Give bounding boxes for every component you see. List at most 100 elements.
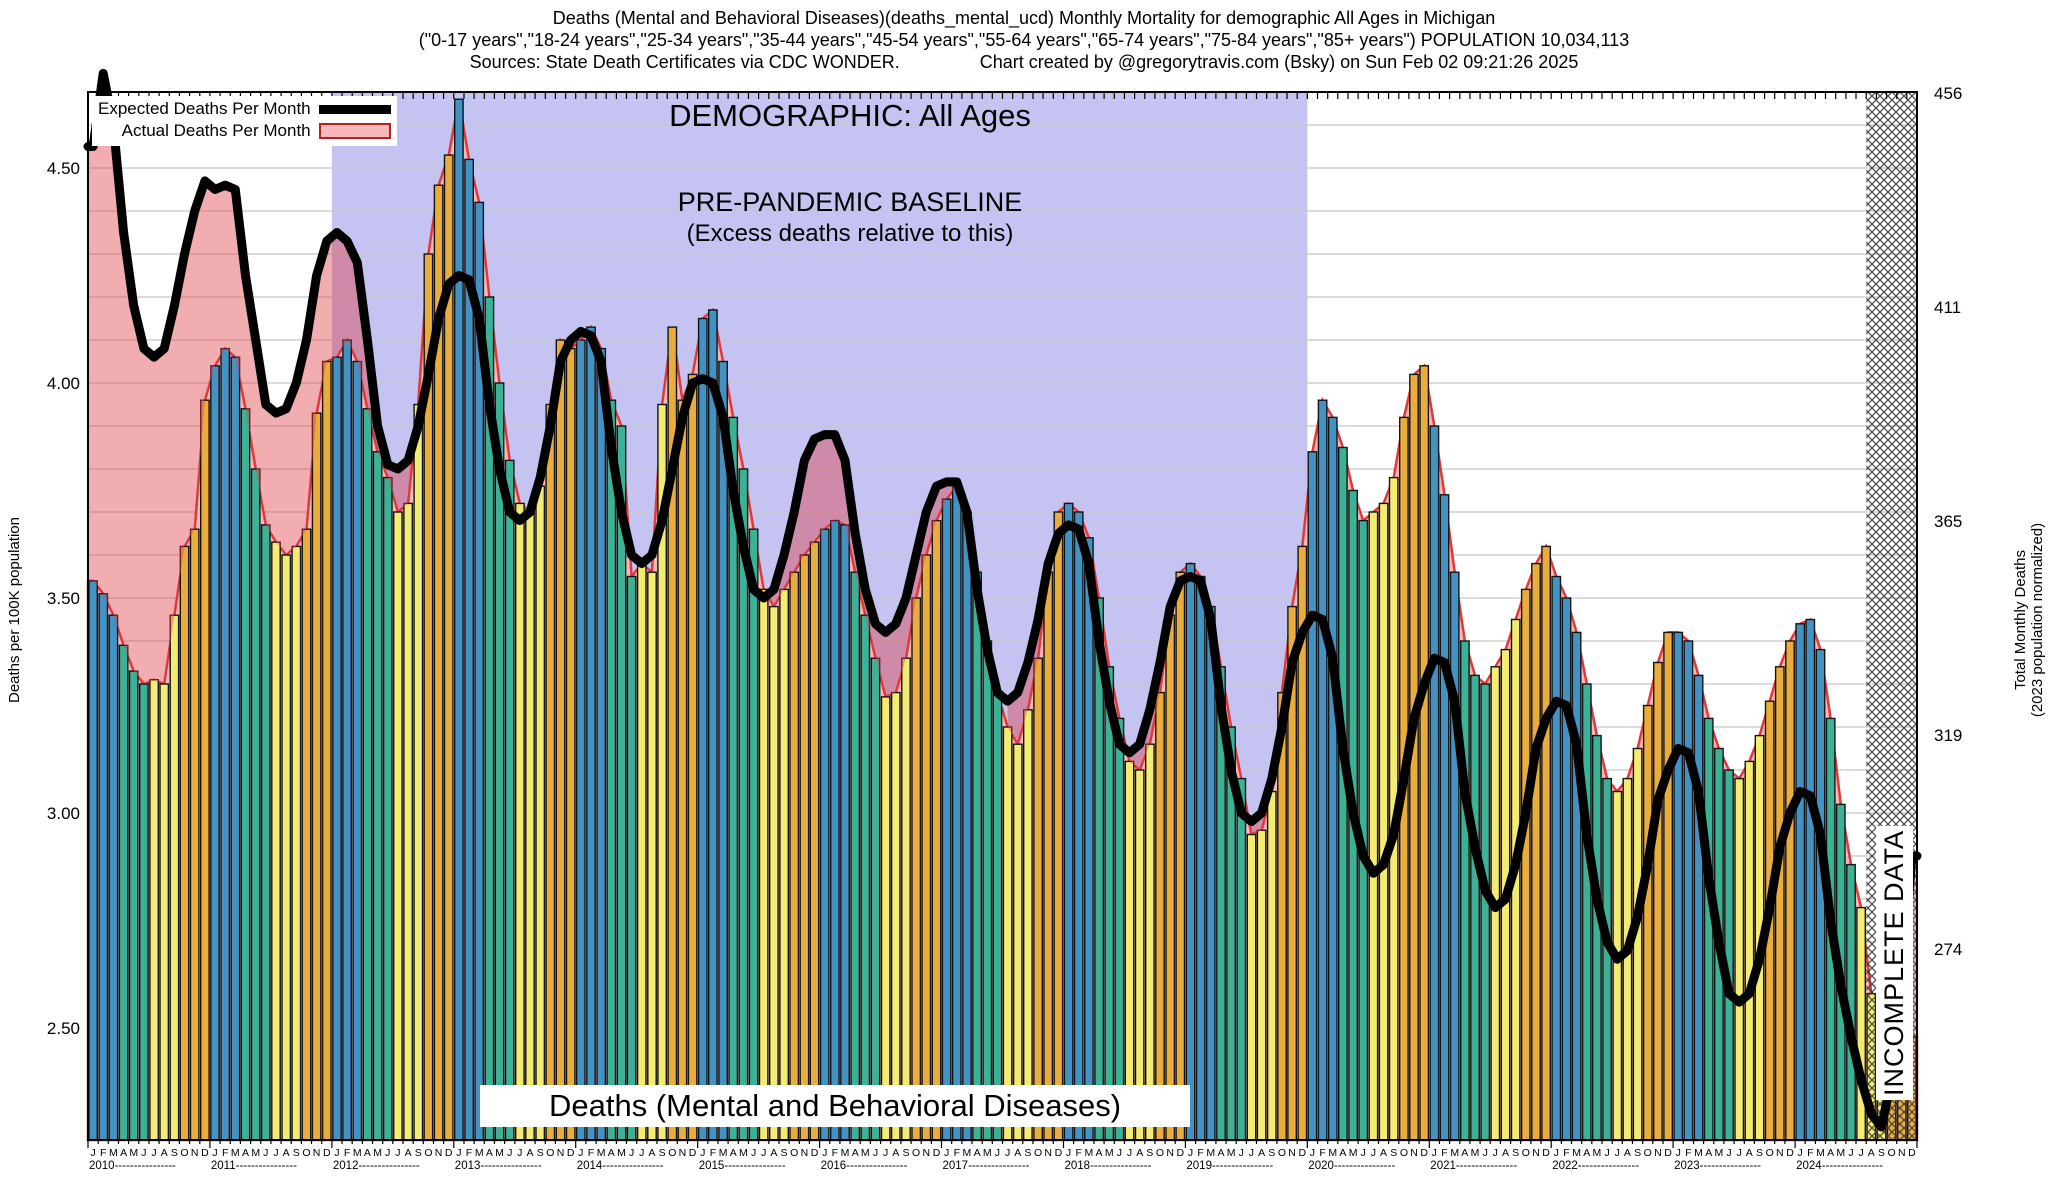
svg-text:2021----------------: 2021----------------	[1430, 1160, 1517, 1172]
svg-text:N: N	[1044, 1147, 1052, 1159]
svg-text:A: A	[1217, 1147, 1224, 1159]
month-bar	[647, 571, 657, 1141]
month-bar	[626, 575, 637, 1141]
month-bar	[1480, 683, 1491, 1141]
svg-text:411: 411	[1934, 298, 1961, 317]
svg-text:M: M	[1715, 1147, 1724, 1159]
month-bar	[179, 545, 190, 1141]
svg-text:M: M	[1836, 1147, 1845, 1159]
svg-text:2024----------------: 2024----------------	[1796, 1160, 1883, 1172]
svg-text:A: A	[1258, 1147, 1265, 1159]
month-bar	[982, 640, 993, 1141]
svg-text:A: A	[974, 1147, 981, 1159]
month-bar	[586, 326, 596, 1141]
svg-text:O: O	[1400, 1147, 1408, 1159]
month-bar	[636, 562, 647, 1141]
month-bar	[1073, 511, 1084, 1141]
month-bar	[199, 399, 210, 1141]
svg-text:J: J	[456, 1147, 461, 1159]
month-bar	[697, 317, 708, 1141]
svg-text:F: F	[588, 1147, 594, 1159]
svg-text:J: J	[395, 1147, 400, 1159]
month-bar	[1622, 777, 1633, 1141]
svg-text:O: O	[1644, 1147, 1652, 1159]
svg-text:D: D	[1664, 1147, 1672, 1159]
month-bar	[951, 485, 962, 1141]
right-axis-title-line2: (2023 population normalized)	[2029, 522, 2046, 718]
month-bar	[687, 373, 698, 1141]
svg-text:M: M	[1572, 1147, 1581, 1159]
svg-text:S: S	[1756, 1147, 1763, 1159]
svg-text:O: O	[1522, 1147, 1530, 1159]
month-bar	[372, 451, 383, 1141]
month-bar	[342, 339, 352, 1141]
svg-text:J: J	[578, 1147, 583, 1159]
svg-text:J: J	[517, 1147, 522, 1159]
month-bar	[1693, 674, 1704, 1141]
svg-text:3.00: 3.00	[47, 804, 80, 823]
svg-text:J: J	[90, 1147, 95, 1159]
svg-text:M: M	[617, 1147, 626, 1159]
svg-text:N: N	[1654, 1147, 1662, 1159]
svg-text:J: J	[1858, 1147, 1863, 1159]
month-bar	[1541, 545, 1552, 1141]
month-bar	[301, 528, 312, 1141]
month-bar	[890, 691, 901, 1141]
svg-text:M: M	[983, 1147, 992, 1159]
svg-text:J: J	[1432, 1147, 1437, 1159]
month-bar	[1317, 399, 1328, 1141]
svg-text:M: M	[841, 1147, 850, 1159]
svg-text:A: A	[648, 1147, 655, 1159]
svg-text:J: J	[273, 1147, 278, 1159]
month-bar	[1266, 790, 1277, 1141]
svg-text:J: J	[995, 1147, 1000, 1159]
month-bar	[1256, 829, 1267, 1141]
month-bar	[789, 571, 800, 1141]
svg-text:N: N	[1898, 1147, 1906, 1159]
month-bar	[403, 502, 413, 1141]
svg-text:F: F	[710, 1147, 716, 1159]
svg-text:A: A	[608, 1147, 615, 1159]
demographic-label: DEMOGRAPHIC: All Ages	[669, 98, 1031, 133]
svg-text:M: M	[109, 1147, 118, 1159]
month-bar	[1205, 605, 1216, 1141]
svg-text:F: F	[954, 1147, 960, 1159]
month-bar	[606, 399, 617, 1141]
svg-text:N: N	[923, 1147, 931, 1159]
svg-text:F: F	[832, 1147, 838, 1159]
month-bar	[1114, 717, 1125, 1141]
month-bar	[240, 408, 251, 1141]
month-bar	[291, 545, 302, 1141]
month-bar	[1104, 666, 1115, 1141]
month-bar	[921, 554, 932, 1141]
month-bar	[1053, 511, 1064, 1141]
svg-text:A: A	[1827, 1147, 1834, 1159]
month-bar	[1185, 562, 1196, 1141]
svg-text:A: A	[283, 1147, 290, 1159]
svg-text:J: J	[1493, 1147, 1498, 1159]
svg-text:M: M	[1206, 1147, 1215, 1159]
left-axis-labels: 4.50 4.00 3.50 3.00 2.50	[47, 159, 80, 1038]
month-bar	[1236, 777, 1247, 1141]
svg-text:2012----------------: 2012----------------	[333, 1160, 420, 1172]
month-bar	[708, 309, 718, 1141]
series-name-label: Deaths (Mental and Behavioral Diseases)	[480, 1085, 1190, 1127]
svg-text:M: M	[353, 1147, 362, 1159]
month-bar	[210, 365, 220, 1141]
svg-text:A: A	[405, 1147, 412, 1159]
month-bar	[169, 614, 180, 1141]
svg-text:2010----------------: 2010----------------	[89, 1160, 176, 1172]
month-bar	[972, 571, 983, 1141]
svg-text:S: S	[537, 1147, 544, 1159]
svg-text:J: J	[1239, 1147, 1244, 1159]
month-bar	[1124, 760, 1135, 1141]
svg-text:N: N	[1410, 1147, 1418, 1159]
svg-text:J: J	[1117, 1147, 1122, 1159]
svg-text:N: N	[1776, 1147, 1784, 1159]
svg-text:J: J	[1361, 1147, 1366, 1159]
svg-text:M: M	[495, 1147, 504, 1159]
svg-text:J: J	[1726, 1147, 1731, 1159]
legend-expected-label: Expected Deaths Per Month	[98, 99, 311, 118]
